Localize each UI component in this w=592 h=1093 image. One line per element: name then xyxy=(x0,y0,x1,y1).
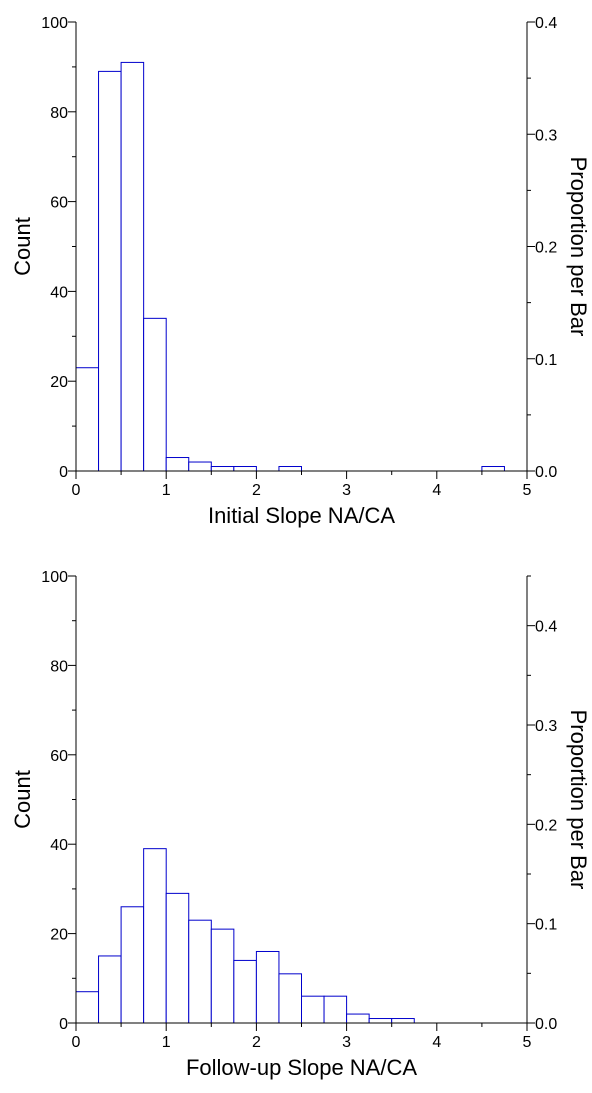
histogram-bar: 14 xyxy=(233,959,257,1024)
histogram-bar: 89 xyxy=(98,70,122,472)
histogram-bar: 91 xyxy=(120,61,145,472)
y2-tick-label: 0.4 xyxy=(535,619,557,636)
y2-tick-label: 0.4 xyxy=(535,15,557,32)
histogram-bar: 26 xyxy=(120,906,145,1024)
x-tick-label: 5 xyxy=(523,1034,532,1051)
histogram-bar: 1 xyxy=(368,1018,393,1024)
chart-panel-2: 7152639292321141611662110 1 2 3 4 50204060801… xyxy=(10,569,591,1080)
histogram-bar: 6 xyxy=(301,995,325,1024)
x-axis-title: Initial Slope NA/CA xyxy=(208,503,395,528)
y-tick-label: 60 xyxy=(50,195,68,212)
y-tick-label: 100 xyxy=(41,569,68,586)
y2-axis-title: Proportion per Bar xyxy=(566,157,591,337)
histogram-bar: 21 xyxy=(210,928,235,1024)
histogram-bar: 3 xyxy=(165,457,190,472)
x-tick-label: 3 xyxy=(342,482,351,499)
x-tick-label: 3 xyxy=(342,1034,351,1051)
y-tick-label: 100 xyxy=(41,15,68,32)
histogram-bar: 15 xyxy=(98,955,122,1024)
y2-tick-label: 0.0 xyxy=(535,1016,557,1033)
y-axis-title: Count xyxy=(10,770,35,829)
y-tick-label: 40 xyxy=(50,837,68,854)
histogram-bar: 29 xyxy=(165,892,190,1024)
y-tick-label: 60 xyxy=(50,748,68,765)
x-tick-label: 2 xyxy=(252,482,261,499)
histogram-bar: 1 xyxy=(278,466,303,472)
histogram-bar: 1 xyxy=(210,466,235,472)
histogram-bar: 2 xyxy=(346,1013,370,1024)
y-tick-label: 40 xyxy=(50,284,68,301)
histogram-bar: 23 xyxy=(188,919,212,1024)
x-tick-label: 4 xyxy=(432,482,441,499)
y2-tick-label: 0.2 xyxy=(535,240,557,257)
x-tick-label: 4 xyxy=(432,1034,441,1051)
x-tick-label: 1 xyxy=(162,1034,171,1051)
x-tick-label: 5 xyxy=(523,482,532,499)
histogram-bar: 1 xyxy=(233,466,257,472)
y-tick-label: 20 xyxy=(50,927,68,944)
y-tick-label: 20 xyxy=(50,374,68,391)
chart-panel-1: 238991343211110 1 2 3 4 50204060801000.00.10.… xyxy=(10,15,591,528)
y2-tick-label: 0.3 xyxy=(535,127,557,144)
y2-tick-label: 0.1 xyxy=(535,352,557,369)
histogram-bar: 16 xyxy=(255,950,280,1024)
x-tick-label: 1 xyxy=(162,482,171,499)
histogram-bar: 1 xyxy=(481,466,505,472)
histogram-bar: 1 xyxy=(391,1018,415,1024)
histogram-bar: 2 xyxy=(188,461,212,472)
y2-axis-title: Proportion per Bar xyxy=(566,710,591,890)
x-axis-title: Follow-up Slope NA/CA xyxy=(186,1055,417,1080)
y-tick-label: 0 xyxy=(59,1016,68,1033)
histogram-bar: 7 xyxy=(75,991,100,1024)
y-axis-title: Count xyxy=(10,217,35,276)
x-tick-label: 0 xyxy=(72,482,81,499)
histogram-bar: 6 xyxy=(323,995,348,1024)
histogram-bar: 39 xyxy=(143,848,167,1024)
y2-tick-label: 0.3 xyxy=(535,718,557,735)
y-tick-label: 80 xyxy=(50,658,68,675)
y2-tick-label: 0.0 xyxy=(535,464,557,481)
x-tick-label: 0 xyxy=(72,1034,81,1051)
x-tick-label: 2 xyxy=(252,1034,261,1051)
y2-tick-label: 0.2 xyxy=(535,817,557,834)
histogram-bar: 23 xyxy=(75,367,100,472)
y-tick-label: 80 xyxy=(50,105,68,122)
y-tick-label: 0 xyxy=(59,464,68,481)
histogram-bar: 34 xyxy=(143,317,167,472)
y2-tick-label: 0.1 xyxy=(535,917,557,934)
histogram-bar: 11 xyxy=(278,973,303,1024)
